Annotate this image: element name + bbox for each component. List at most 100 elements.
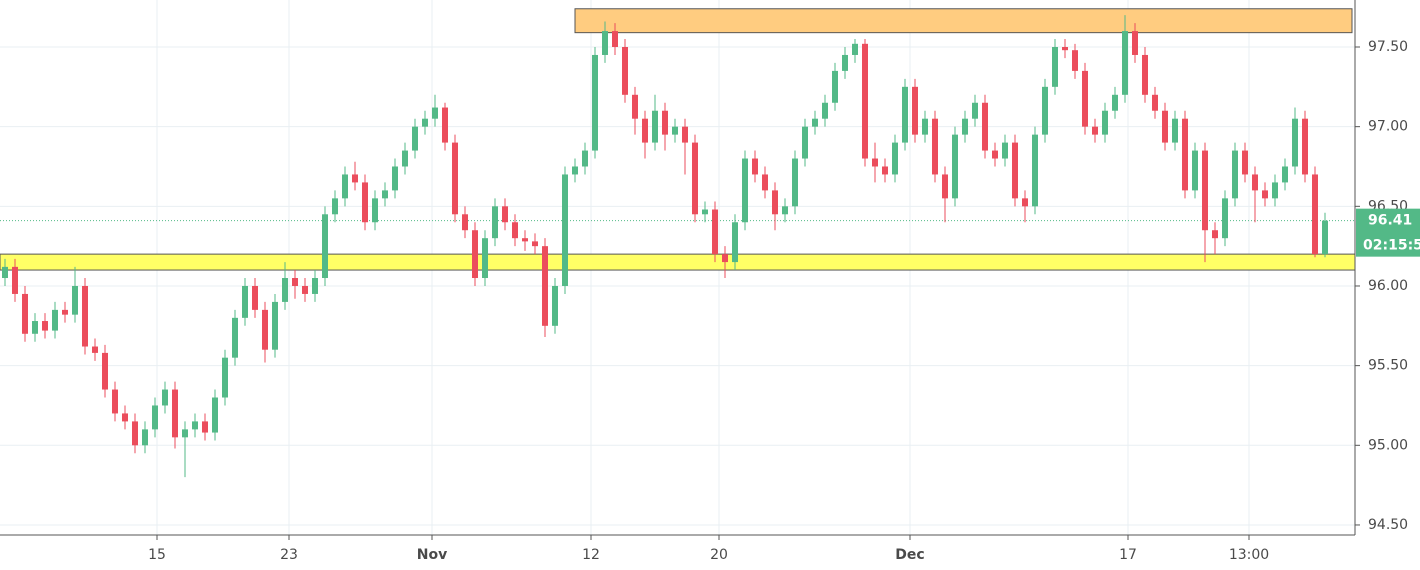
candle-body (1122, 31, 1128, 95)
x-tick-label: 15 (148, 547, 166, 563)
candle-body (612, 31, 618, 47)
candle-body (452, 142, 458, 215)
x-tick-label: Dec (895, 547, 924, 563)
candle-body (1212, 230, 1218, 239)
candle-body (482, 238, 488, 279)
candle-body (752, 158, 758, 175)
candle-body (712, 209, 718, 255)
y-tick-label: 94.50 (1368, 517, 1408, 533)
x-tick-label: 13:00 (1229, 547, 1269, 563)
candle-body (992, 150, 998, 159)
candle-body (562, 174, 568, 286)
candle-body (342, 174, 348, 199)
candle-body (702, 209, 708, 215)
countdown-label: 02:15:5 (1363, 238, 1420, 254)
candle-body (892, 142, 898, 175)
candle-body (152, 405, 158, 430)
last-price-box (1356, 208, 1420, 257)
candle-body (662, 110, 668, 135)
candle-body (542, 246, 548, 326)
candle-body (432, 107, 438, 119)
candle-body (902, 86, 908, 143)
zone (574, 8, 1353, 34)
candle-body (1322, 220, 1328, 255)
candle-body (872, 158, 878, 167)
candle-body (1312, 174, 1318, 255)
candle-body (862, 43, 868, 159)
candle-body (112, 389, 118, 414)
candle-body (1012, 142, 1018, 199)
candle-body (312, 278, 318, 294)
candle-body (522, 238, 528, 242)
candle-body (1222, 198, 1228, 239)
x-tick-label: 17 (1119, 547, 1137, 563)
candle-body (42, 321, 48, 331)
candle-body (102, 352, 108, 390)
x-tick-label: 12 (582, 547, 600, 563)
candle-body (922, 118, 928, 135)
candle-body (402, 150, 408, 167)
candle-body (32, 321, 38, 334)
candle-body (672, 126, 678, 135)
candle-body (1102, 110, 1108, 135)
candle-body (392, 166, 398, 191)
zone (0, 253, 1356, 271)
candle-body (1292, 118, 1298, 167)
candle-body (332, 198, 338, 215)
candle-body (212, 397, 218, 433)
candle-body (1142, 54, 1148, 95)
candle-body (22, 293, 28, 334)
candle-body (252, 285, 258, 310)
candle-body (732, 222, 738, 263)
candle-body (1252, 174, 1258, 191)
candle-body (532, 241, 538, 247)
candle-body (272, 301, 278, 350)
candle-body (222, 357, 228, 398)
candle-body (502, 206, 508, 223)
y-tick-label: 95.50 (1368, 358, 1408, 374)
candle-body (72, 285, 78, 315)
candle-body (762, 174, 768, 191)
candle-body (322, 214, 328, 279)
candle-body (932, 118, 938, 175)
candle-body (422, 118, 428, 127)
candle-body (1302, 118, 1308, 175)
y-tick-label: 96.00 (1368, 278, 1408, 294)
candle-body (1022, 198, 1028, 207)
candle-body (1272, 182, 1278, 199)
candle-body (82, 285, 88, 347)
candle-body (852, 43, 858, 55)
candle-body (172, 389, 178, 438)
candle-body (1162, 110, 1168, 143)
candle-body (942, 174, 948, 199)
candle-body (682, 126, 688, 143)
candle-body (1132, 31, 1138, 55)
candle-body (952, 134, 958, 199)
candle-body (492, 206, 498, 239)
candle-body (352, 174, 358, 183)
candle-body (882, 166, 888, 175)
candle-body (1092, 126, 1098, 135)
candle-body (692, 142, 698, 215)
candle-body (52, 309, 58, 331)
candle-body (262, 309, 268, 350)
candle-body (182, 429, 188, 438)
candle-body (132, 421, 138, 446)
x-tick-label: 23 (280, 547, 298, 563)
candle-body (1282, 166, 1288, 183)
x-tick-label: 20 (710, 547, 728, 563)
candle-body (1152, 94, 1158, 111)
last-price-label: 96.41 (1368, 213, 1412, 229)
candle-body (1112, 94, 1118, 111)
candle-body (1052, 46, 1058, 87)
candle-body (1072, 50, 1078, 71)
candle-body (552, 285, 558, 326)
candle-body (362, 182, 368, 223)
candle-body (642, 118, 648, 143)
candle-body (822, 102, 828, 119)
candle-body (592, 54, 598, 151)
candle-body (912, 86, 918, 135)
candle-body (1002, 142, 1008, 159)
candle-body (1242, 150, 1248, 175)
